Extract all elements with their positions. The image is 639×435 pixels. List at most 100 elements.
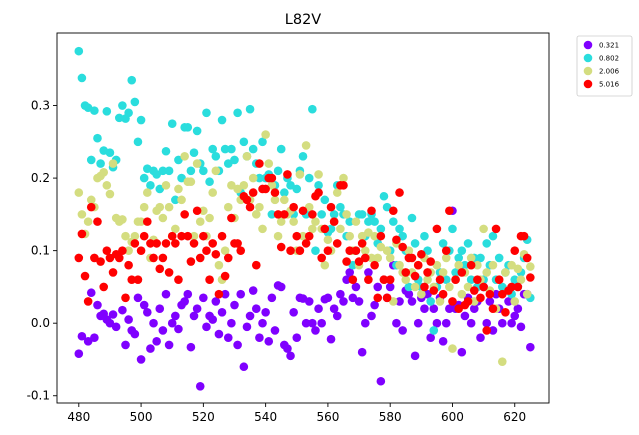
point-series-3-17 — [127, 275, 137, 284]
point-series-2-36 — [186, 177, 196, 187]
point-series-1-75 — [308, 104, 317, 114]
point-series-1-59 — [258, 137, 267, 147]
point-series-3-122 — [454, 304, 464, 313]
point-series-1-35 — [183, 123, 193, 132]
point-series-0-111 — [426, 333, 435, 343]
point-series-1-103 — [395, 224, 404, 234]
point-series-2-53 — [239, 181, 249, 190]
point-series-3-89 — [351, 246, 361, 255]
legend-marker-3 — [583, 79, 593, 89]
point-series-0-81 — [332, 311, 342, 321]
point-series-0-73 — [308, 318, 317, 328]
point-series-3-66 — [280, 210, 289, 219]
point-series-2-105 — [401, 275, 411, 284]
point-series-2-80 — [323, 235, 333, 245]
point-series-0-60 — [267, 293, 277, 303]
point-series-2-27 — [158, 213, 168, 223]
point-series-2-65 — [276, 217, 286, 226]
point-series-3-11 — [108, 268, 118, 277]
point-series-0-65 — [283, 344, 292, 353]
point-series-3-73 — [301, 239, 311, 248]
point-series-2-18 — [130, 231, 140, 241]
point-series-3-118 — [441, 246, 451, 255]
point-series-2-119 — [445, 282, 454, 292]
point-series-2-3 — [83, 217, 93, 226]
point-series-3-36 — [186, 257, 196, 266]
legend-label-3: 5.016 — [599, 81, 620, 89]
point-series-1-87 — [345, 217, 355, 226]
point-series-2-128 — [473, 260, 482, 270]
point-series-2-71 — [295, 170, 305, 179]
x-tick-label-600: 600 — [441, 410, 464, 424]
point-series-1-118 — [441, 275, 451, 284]
point-series-2-131 — [482, 268, 492, 277]
point-series-3-26 — [155, 264, 165, 274]
point-series-2-101 — [389, 297, 398, 306]
point-series-3-7 — [96, 257, 105, 266]
point-series-0-19 — [139, 300, 149, 310]
point-series-3-101 — [389, 206, 398, 216]
point-series-3-51 — [233, 239, 242, 248]
point-series-0-38 — [199, 293, 208, 303]
point-series-2-91 — [357, 231, 367, 241]
point-series-2-89 — [351, 217, 361, 226]
point-series-1-106 — [404, 282, 414, 292]
point-series-3-62 — [267, 173, 277, 183]
point-series-0-72 — [304, 297, 314, 306]
point-series-3-128 — [473, 275, 482, 284]
point-series-2-16 — [124, 246, 133, 255]
point-series-0-22 — [149, 318, 158, 328]
point-series-1-64 — [273, 166, 283, 176]
point-series-1-26 — [155, 184, 165, 194]
point-series-3-47 — [220, 271, 230, 281]
point-series-2-61 — [264, 159, 274, 168]
point-series-2-14 — [118, 215, 127, 224]
point-series-0-80 — [329, 304, 339, 313]
x-tick-label-620: 620 — [503, 410, 526, 424]
point-series-0-136 — [504, 297, 513, 306]
point-series-2-45 — [214, 260, 224, 270]
point-series-3-52 — [236, 246, 246, 255]
point-series-3-18 — [130, 239, 140, 248]
point-series-0-9 — [105, 318, 115, 328]
point-series-3-90 — [354, 257, 364, 266]
point-series-3-9 — [102, 246, 112, 255]
point-series-2-54 — [242, 152, 252, 161]
point-series-1-111 — [420, 231, 429, 241]
point-series-0-90 — [360, 318, 370, 328]
legend: 0.321 0.802 2.006 5.016 — [576, 35, 633, 97]
point-series-1-77 — [314, 181, 323, 190]
point-series-2-51 — [233, 184, 242, 194]
y-tick-label-0.2: 0.2 — [31, 171, 50, 185]
point-series-3-143 — [519, 231, 529, 241]
point-series-3-64 — [273, 210, 283, 219]
point-series-0-45 — [220, 289, 230, 299]
y-tick-label-0: 0.0 — [31, 316, 50, 330]
point-series-1-58 — [255, 173, 264, 183]
point-series-1-66 — [280, 188, 289, 197]
point-series-3-40 — [199, 231, 208, 241]
point-series-1-98 — [379, 191, 389, 201]
point-series-0-95 — [376, 376, 386, 386]
point-series-0-23 — [152, 337, 161, 346]
point-series-0-78 — [323, 293, 333, 303]
point-series-3-85 — [339, 181, 348, 190]
point-series-3-19 — [133, 275, 143, 284]
point-series-0-59 — [264, 337, 274, 346]
point-series-1-55 — [245, 104, 255, 114]
point-series-2-115 — [432, 260, 442, 270]
x-tick-label-500: 500 — [130, 410, 153, 424]
x-axis: 480 500 520 540 560 580 600 620 — [67, 403, 526, 424]
point-series-0-129 — [482, 318, 492, 328]
point-series-2-40 — [199, 206, 208, 216]
point-series-3-25 — [152, 239, 161, 248]
point-series-2-48 — [223, 202, 233, 212]
point-series-3-67 — [283, 170, 292, 179]
point-series-3-121 — [451, 275, 460, 284]
point-series-3-108 — [410, 271, 420, 281]
point-series-2-137 — [501, 268, 510, 277]
point-series-0-33 — [183, 289, 193, 299]
point-series-0-132 — [491, 289, 501, 299]
x-tick-label-580: 580 — [379, 410, 402, 424]
point-series-1-6 — [93, 133, 102, 143]
